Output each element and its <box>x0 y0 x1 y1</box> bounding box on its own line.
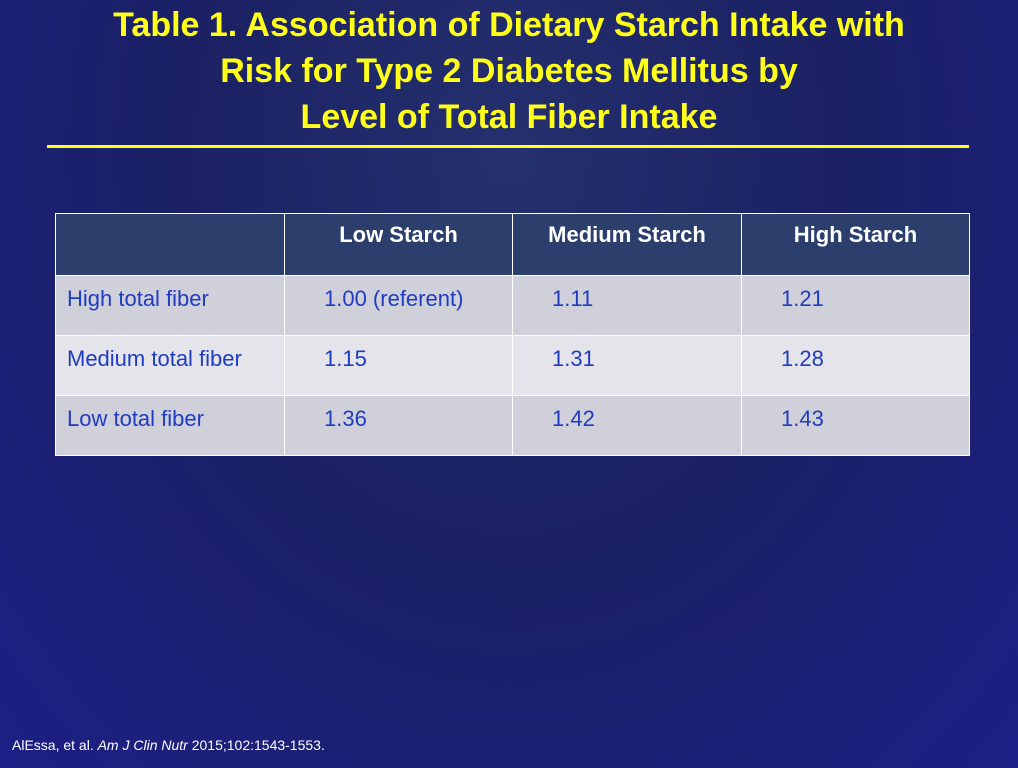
title-line: Level of Total Fiber Intake <box>300 98 718 136</box>
row-label: Low total fiber <box>55 395 285 456</box>
citation-details: 2015;102:1543-1553. <box>187 737 325 753</box>
title-line: Risk for Type 2 Diabetes Mellitus by <box>220 52 798 90</box>
title-rule <box>47 145 969 148</box>
table-row: Medium total fiber 1.15 1.31 1.28 <box>55 335 970 396</box>
table-cell: 1.42 <box>512 395 742 456</box>
slide-title: Table 1. Association of Dietary Starch I… <box>0 2 1018 140</box>
table-cell: 1.43 <box>741 395 970 456</box>
header-row: Low Starch Medium Starch High Starch <box>55 213 970 276</box>
citation-authors: AlEssa, et al. <box>12 737 98 753</box>
table-cell: 1.31 <box>512 335 742 396</box>
header-cell: Low Starch <box>284 213 513 276</box>
table-cell: 1.36 <box>284 395 513 456</box>
header-cell: Medium Starch <box>512 213 742 276</box>
table-row: High total fiber 1.00 (referent) 1.11 1.21 <box>55 275 970 336</box>
citation: AlEssa, et al. Am J Clin Nutr 2015;102:1… <box>12 737 325 753</box>
table-row: Low total fiber 1.36 1.42 1.43 <box>55 395 970 456</box>
title-line: Table 1. Association of Dietary Starch I… <box>113 6 905 44</box>
row-label: High total fiber <box>55 275 285 336</box>
table-cell: 1.15 <box>284 335 513 396</box>
table-cell: 1.11 <box>512 275 742 336</box>
table-body: High total fiber 1.00 (referent) 1.11 1.21 M… <box>55 275 970 456</box>
header-cell <box>55 213 285 276</box>
data-table: Low Starch Medium Starch High Starch High … <box>55 213 970 456</box>
citation-journal: Am J Clin Nutr <box>97 737 188 753</box>
table-cell: 1.21 <box>741 275 970 336</box>
table-cell: 1.28 <box>741 335 970 396</box>
table-cell: 1.00 (referent) <box>284 275 513 336</box>
header-cell: High Starch <box>741 213 970 276</box>
row-label: Medium total fiber <box>55 335 285 396</box>
